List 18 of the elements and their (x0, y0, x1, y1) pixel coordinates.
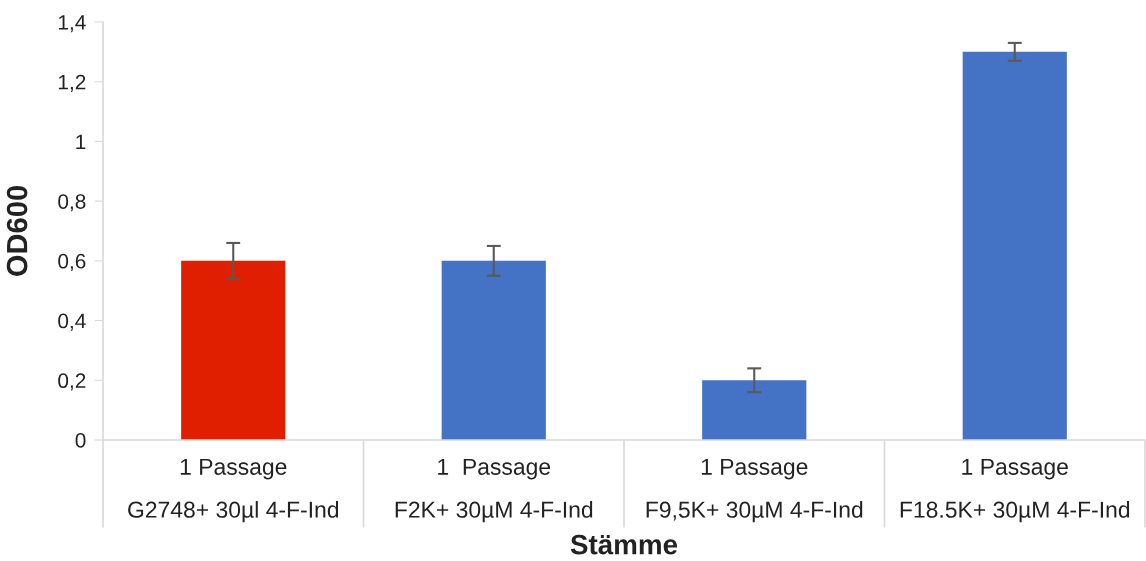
y-tick-label: 0,8 (58, 194, 86, 212)
x-tick-label: 1 Passage F18.5K+ 30µM 4-F-Ind (900, 458, 1130, 523)
x-tick-label: 1 Passage F9,5K+ 30µM 4-F-Ind (646, 458, 863, 523)
bar (702, 380, 807, 440)
x-tick-label: 1 Passage G2748+ 30µl 4-F-Ind (128, 458, 339, 523)
x-axis-title: Stämme (570, 534, 678, 555)
bar (441, 260, 546, 440)
bar (181, 260, 286, 440)
y-tick-label: 0,2 (58, 373, 86, 391)
y-tick-label: 1,2 (58, 74, 86, 92)
x-tick-label: 1 Passage F2K+ 30µM 4-F-Ind (395, 458, 593, 523)
y-tick-label: 0 (75, 433, 86, 448)
y-tick-label: 1,4 (58, 15, 86, 33)
bar (962, 51, 1067, 440)
y-axis-title: OD600 (6, 185, 28, 277)
y-tick-label: 0,6 (58, 253, 86, 272)
y-tick-label: 1 (76, 134, 86, 149)
y-tick-label: 0,4 (58, 313, 86, 331)
